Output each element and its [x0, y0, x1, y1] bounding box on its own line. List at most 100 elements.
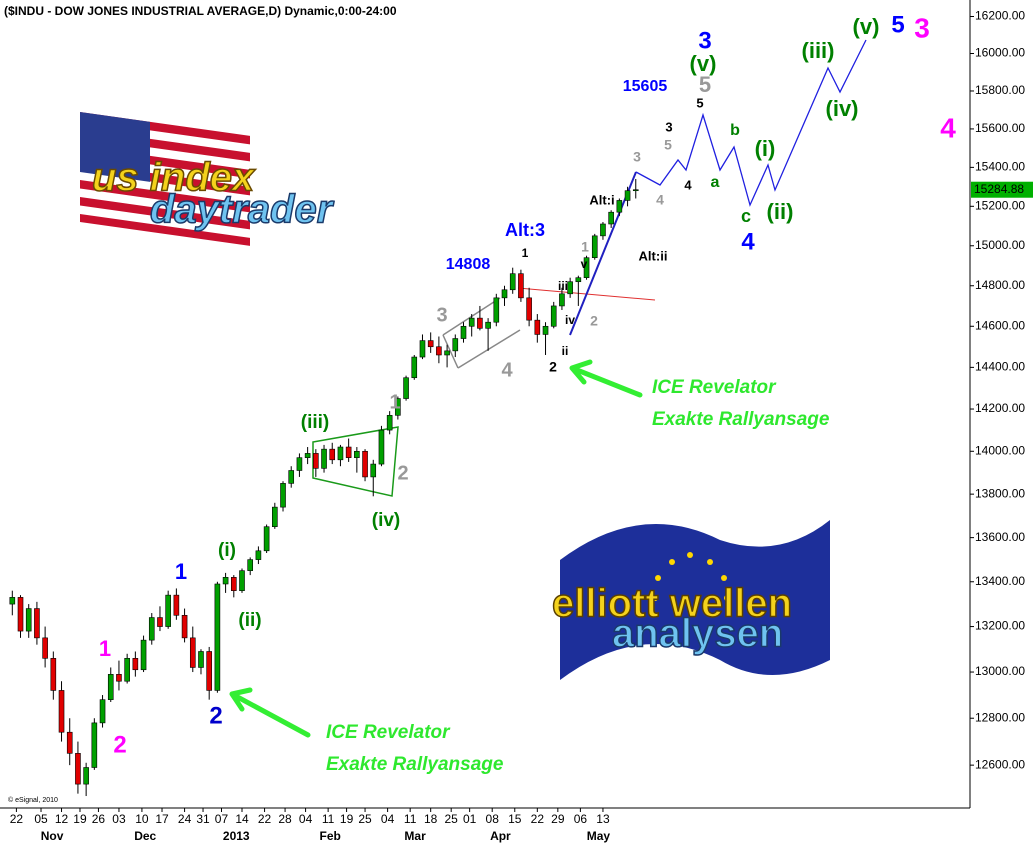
- x-tick-label: 29: [551, 812, 565, 826]
- wave-label: (ii): [238, 610, 261, 631]
- logo-text: us index: [92, 156, 256, 200]
- logo-text: elliott wellen: [552, 582, 792, 626]
- wave-label: Alt:i: [589, 192, 614, 207]
- x-tick-label: 19: [340, 812, 354, 826]
- x-tick-label: 25: [358, 812, 372, 826]
- x-tick-label: 01: [463, 812, 477, 826]
- candle-body: [313, 453, 319, 469]
- candle-body: [50, 658, 57, 691]
- wave-label: 1: [389, 391, 400, 413]
- x-tick-label: 08: [486, 812, 500, 826]
- candle-body: [34, 608, 40, 639]
- wave-label: (i): [218, 540, 236, 561]
- candle-body: [518, 273, 524, 299]
- wave-label: v: [581, 257, 588, 271]
- candle-body: [427, 340, 434, 348]
- us-flag: [80, 112, 250, 246]
- candle-body: [444, 350, 450, 356]
- wave-label: c: [741, 206, 751, 226]
- candle-body: [460, 325, 467, 339]
- wave-label: 3: [665, 119, 672, 134]
- candle-body: [124, 658, 130, 682]
- wave-label: ICE Revelator: [652, 377, 777, 398]
- x-tick-label: 14: [235, 812, 249, 826]
- x-tick-label: 04: [299, 812, 313, 826]
- candle-body: [247, 559, 254, 571]
- candle-body: [189, 637, 196, 668]
- x-tick-label: 13: [596, 812, 610, 826]
- wave-label: (iv): [826, 96, 859, 121]
- x-tick-label: 31: [196, 812, 210, 826]
- wave-label: (v): [853, 14, 880, 39]
- x-tick-label: 25: [445, 812, 459, 826]
- wave-label: 1: [581, 239, 589, 255]
- y-tick-label: 15000.00: [975, 238, 1025, 252]
- x-tick-label: 22: [531, 812, 545, 826]
- candle-body: [75, 753, 81, 785]
- candle-body: [591, 235, 598, 259]
- wave-label: 5: [696, 95, 703, 110]
- candle-body: [83, 767, 89, 785]
- candle-body: [575, 277, 582, 283]
- x-tick-label: 05: [34, 812, 48, 826]
- wave-label: (v): [690, 51, 717, 76]
- candle-body: [198, 651, 204, 668]
- candle-body: [157, 617, 163, 627]
- candle-body: [17, 597, 24, 632]
- x-tick-label: 22: [10, 812, 24, 826]
- y-tick-label: 14600.00: [975, 318, 1025, 332]
- candle-body: [354, 450, 360, 458]
- wave-label: Exakte Rallyansage: [652, 409, 830, 430]
- candle-body: [477, 317, 483, 329]
- candle-body: [304, 453, 311, 458]
- x-tick-label: 11: [322, 812, 335, 826]
- wave-label: 4: [501, 359, 513, 381]
- candle-body: [386, 415, 393, 431]
- x-tick-label: 26: [92, 812, 106, 826]
- y-tick-label: 13000.00: [975, 664, 1025, 678]
- candle-body: [550, 305, 557, 327]
- last-price-label: 15284.88: [974, 182, 1024, 196]
- x-tick-label: 24: [178, 812, 192, 826]
- logo-text: analysen: [612, 612, 783, 656]
- candle-body: [165, 594, 171, 627]
- x-group-label: Apr: [490, 829, 511, 843]
- y-tick-label: 16000.00: [975, 46, 1025, 60]
- y-tick-label: 14200.00: [975, 401, 1025, 415]
- candle-body: [378, 429, 385, 465]
- candle-body: [411, 356, 418, 379]
- wave-label: iii: [558, 279, 568, 293]
- wave-label: iv: [565, 313, 575, 327]
- wave-label: 4: [656, 192, 664, 208]
- copyright: © eSignal, 2010: [8, 796, 58, 804]
- wave-label: 3: [436, 304, 447, 326]
- candle-body: [345, 446, 352, 458]
- x-group-label: Nov: [41, 829, 64, 843]
- wave-label: 2: [590, 313, 598, 329]
- candle-body: [255, 550, 262, 560]
- candle-body: [608, 211, 614, 225]
- candle-body: [99, 699, 106, 724]
- y-tick-label: 15200.00: [975, 198, 1025, 212]
- y-tick-label: 16200.00: [975, 9, 1025, 23]
- wave-drawings: [229, 39, 867, 738]
- candle-body: [321, 448, 327, 469]
- candle-body: [337, 446, 344, 461]
- wave-label: a: [711, 174, 720, 191]
- wave-label: 1: [175, 559, 187, 584]
- x-group-label: Mar: [404, 829, 426, 843]
- candle-body: [485, 321, 491, 329]
- candle-body: [107, 674, 114, 700]
- wave-label: 3: [698, 27, 711, 54]
- y-tick-label: 12800.00: [975, 710, 1025, 724]
- x-group-label: 2013: [223, 829, 250, 843]
- wave-label: 5: [699, 72, 711, 97]
- wave-label: Alt:ii: [639, 248, 668, 263]
- y-tick-label: 13600.00: [975, 530, 1025, 544]
- y-tick-label: 15800.00: [975, 83, 1025, 97]
- wave-label: 4: [940, 112, 956, 143]
- logo-text: daytrader: [150, 188, 335, 232]
- y-tick-label: 13200.00: [975, 619, 1025, 633]
- candle-body: [222, 577, 229, 585]
